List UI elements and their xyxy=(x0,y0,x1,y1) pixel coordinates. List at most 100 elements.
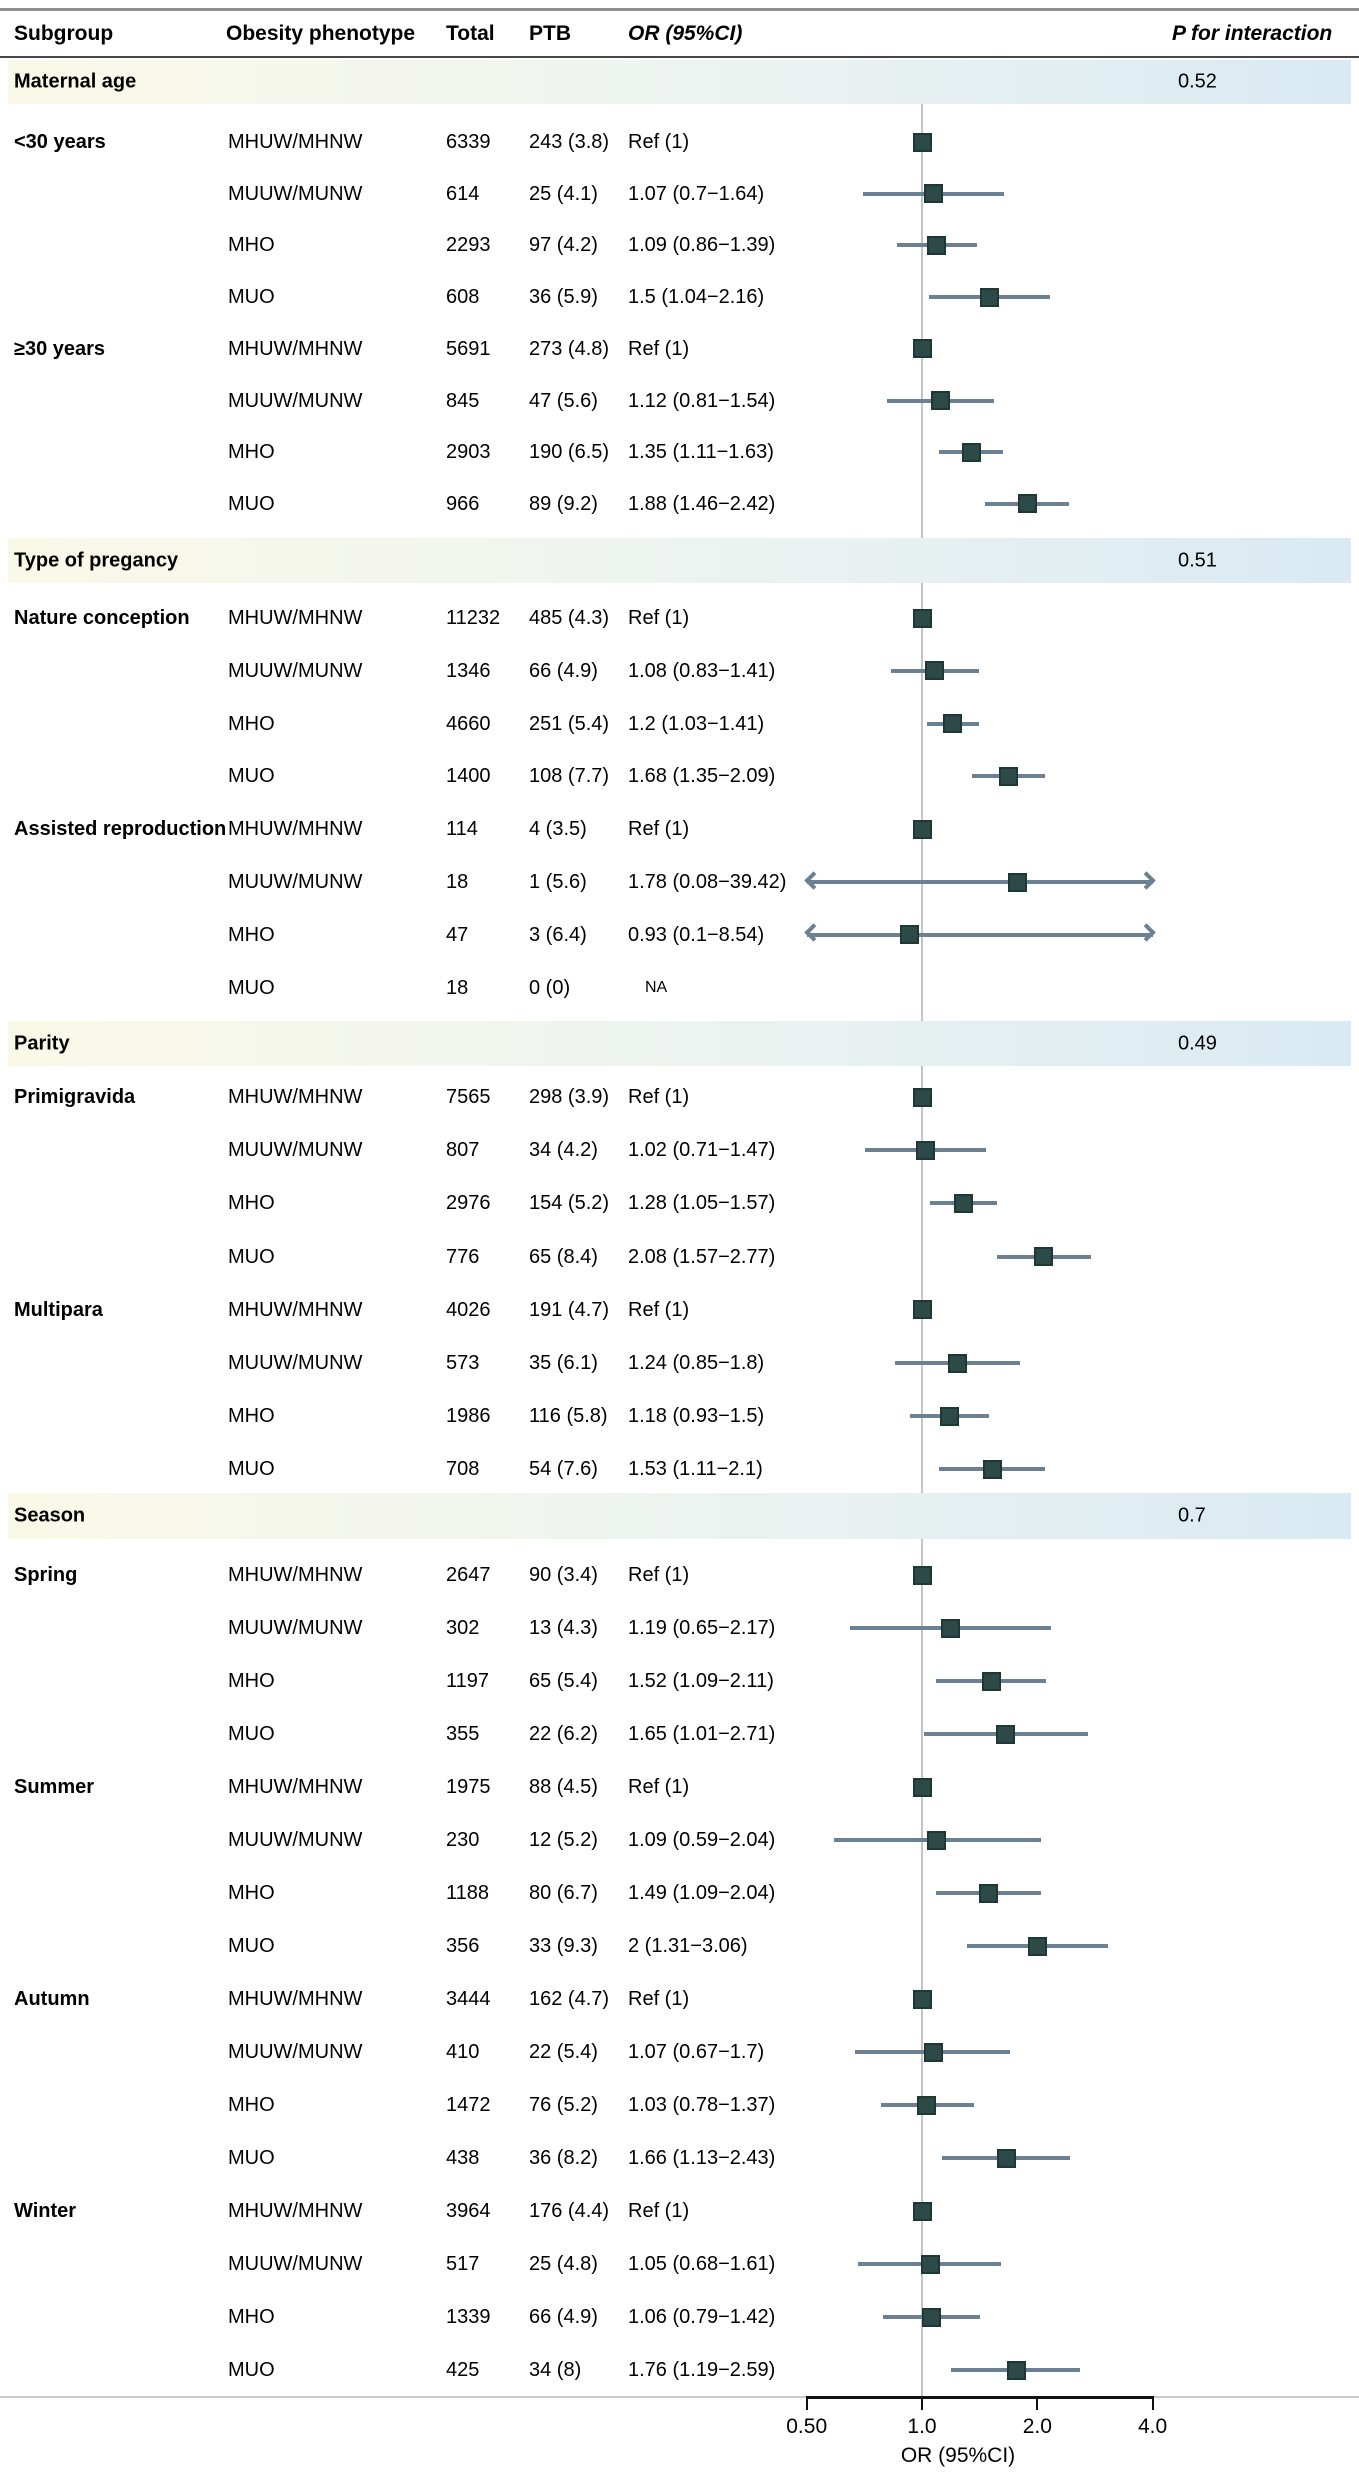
row-total: 517 xyxy=(446,2253,480,2275)
row-or-text: 1.88 (1.46−2.42) xyxy=(628,492,776,515)
x-axis-tick-label: 2.0 xyxy=(1022,2415,1052,2438)
row-phenotype: MHUW/MHNW xyxy=(228,1086,363,1108)
row-or-text: Ref (1) xyxy=(628,131,690,153)
row-phenotype: MHUW/MHNW xyxy=(228,1298,363,1321)
row-total: 11232 xyxy=(446,607,501,629)
or-marker xyxy=(920,2254,940,2274)
row-total: 966 xyxy=(446,492,480,515)
or-marker xyxy=(962,442,982,462)
row-or-text: 1.52 (1.09−2.11) xyxy=(628,1670,774,1692)
row-or-text: 1.2 (1.03−1.41) xyxy=(628,712,765,735)
row-total: 47 xyxy=(446,923,469,946)
row-total: 355 xyxy=(446,1723,480,1745)
row-phenotype: MUO xyxy=(228,2147,275,2169)
row-or-text: 1.03 (0.78−1.37) xyxy=(628,2094,776,2116)
row-total: 3964 xyxy=(446,2200,491,2222)
row-total: 614 xyxy=(446,182,480,205)
row-phenotype: MUUW/MUNW xyxy=(228,1352,363,1374)
section-label: Season xyxy=(14,1504,86,1527)
row-or-text: 1.08 (0.83−1.41) xyxy=(628,659,776,682)
row-ptb: 65 (5.4) xyxy=(529,1670,598,1692)
or-marker xyxy=(917,2095,937,2115)
row-subgroup-label: Assisted reproduction xyxy=(14,818,227,841)
x-axis-tick-label: 4.0 xyxy=(1137,2415,1168,2438)
row-phenotype: MUUW/MUNW xyxy=(228,389,363,412)
row-ptb: 4 (3.5) xyxy=(529,818,587,841)
row-phenotype: MUO xyxy=(228,976,275,999)
row-ptb: 88 (4.5) xyxy=(529,1776,598,1798)
row-phenotype: MUUW/MUNW xyxy=(228,1829,363,1851)
row-or-text: 1.28 (1.05−1.57) xyxy=(628,1192,776,1215)
row-total: 1188 xyxy=(446,1882,490,1904)
row-total: 1400 xyxy=(446,765,491,788)
row-phenotype: MHUW/MHNW xyxy=(228,607,363,629)
row-ptb: 485 (4.3) xyxy=(529,607,610,629)
column-header-or: OR (95%CI) xyxy=(628,22,743,45)
row-phenotype: MUO xyxy=(228,1245,275,1268)
row-phenotype: MHUW/MHNW xyxy=(228,2200,363,2222)
row-ptb: 243 (3.8) xyxy=(529,131,610,153)
row-or-text: 1.09 (0.59−2.04) xyxy=(628,1829,776,1851)
row-total: 807 xyxy=(446,1139,480,1162)
row-phenotype: MHUW/MHNW xyxy=(228,1564,363,1586)
p-interaction-value: 0.49 xyxy=(1178,1032,1217,1054)
row-phenotype: MHO xyxy=(228,1405,275,1428)
or-marker xyxy=(912,339,932,359)
row-phenotype: MHO xyxy=(228,923,275,946)
row-total: 410 xyxy=(446,2041,480,2063)
row-ptb: 33 (9.3) xyxy=(529,1935,598,1957)
or-marker xyxy=(923,2042,943,2062)
or-marker xyxy=(1017,494,1037,514)
row-or-text: 1.35 (1.11−1.63) xyxy=(628,441,774,464)
row-or-text: 1.18 (0.93−1.5) xyxy=(628,1405,765,1428)
or-marker xyxy=(1006,2360,1026,2380)
ci-line xyxy=(807,932,1153,937)
row-phenotype: MHO xyxy=(228,2094,275,2116)
row-total: 18 xyxy=(446,871,469,893)
column-header-subgroup: Subgroup xyxy=(14,22,114,45)
or-marker xyxy=(912,1087,932,1107)
or-marker xyxy=(925,661,945,681)
row-ptb: 22 (6.2) xyxy=(529,1723,598,1745)
row-total: 1346 xyxy=(446,659,491,682)
row-phenotype: MHUW/MHNW xyxy=(228,1776,363,1798)
row-phenotype: MUO xyxy=(228,492,275,515)
row-subgroup-label: Spring xyxy=(14,1564,78,1586)
bottom-rule xyxy=(0,2396,1359,2398)
row-or-text: Ref (1) xyxy=(628,337,690,360)
row-ptb: 25 (4.1) xyxy=(529,182,598,205)
row-total: 1975 xyxy=(446,1776,491,1798)
or-marker xyxy=(923,184,943,204)
p-interaction-value: 0.7 xyxy=(1178,1504,1206,1527)
row-ptb: 36 (5.9) xyxy=(529,286,598,309)
row-or-text: 2.08 (1.57−2.77) xyxy=(628,1245,776,1268)
or-marker xyxy=(948,1353,968,1373)
row-phenotype: MHO xyxy=(228,441,275,464)
row-total: 356 xyxy=(446,1935,480,1957)
row-ptb: 154 (5.2) xyxy=(529,1192,610,1215)
ci-arrow-left-icon xyxy=(804,923,823,942)
row-or-text: 1.07 (0.7−1.64) xyxy=(628,182,765,205)
row-phenotype: MHO xyxy=(228,2306,275,2328)
column-header-total: Total xyxy=(446,22,495,45)
row-total: 114 xyxy=(446,818,478,841)
row-total: 573 xyxy=(446,1352,480,1374)
row-total: 1339 xyxy=(446,2306,491,2328)
row-ptb: 35 (6.1) xyxy=(529,1352,598,1374)
row-ptb: 298 (3.9) xyxy=(529,1086,610,1108)
row-subgroup-label: Summer xyxy=(14,1776,95,1798)
row-or-text: 1.53 (1.11−2.1) xyxy=(628,1458,763,1481)
row-or-text: 1.49 (1.09−2.04) xyxy=(628,1882,776,1904)
section-band: Maternal age 0.52 xyxy=(8,60,1351,104)
row-total: 18 xyxy=(446,976,469,999)
row-subgroup-label: Nature conception xyxy=(14,607,190,629)
row-phenotype: MUUW/MUNW xyxy=(228,1617,363,1639)
row-or-text: Ref (1) xyxy=(628,1776,690,1798)
row-or-text: NA xyxy=(645,978,668,996)
row-phenotype: MHO xyxy=(228,234,275,257)
or-marker xyxy=(926,1830,946,1850)
or-marker xyxy=(915,1140,935,1160)
row-total: 425 xyxy=(446,2359,480,2381)
row-or-text: 1.07 (0.67−1.7) xyxy=(628,2041,765,2063)
row-phenotype: MUUW/MUNW xyxy=(228,2253,363,2275)
